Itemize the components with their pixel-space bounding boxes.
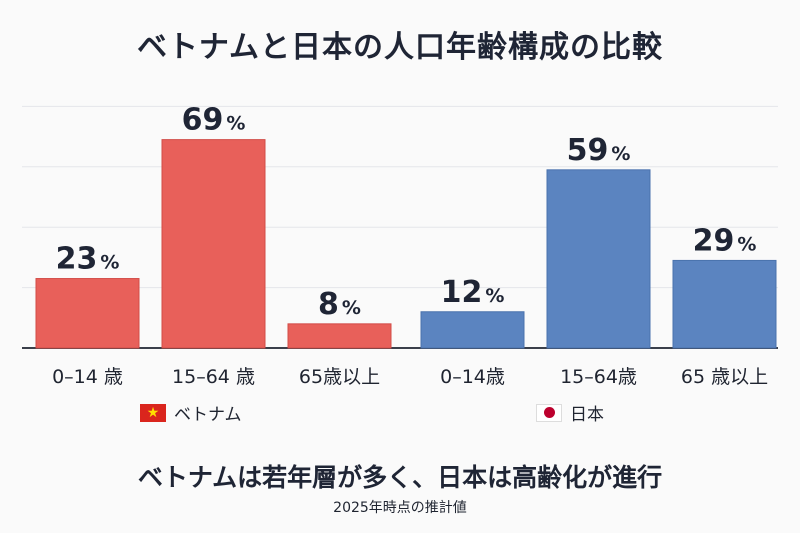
data-label-0-2: 8%: [318, 287, 361, 322]
chart-note: 2025年時点の推計値: [333, 500, 467, 516]
legend-vietnam: ★ ベトナム: [140, 400, 242, 425]
category-label-0-2: 65歳以上: [299, 366, 380, 388]
bar-0-0: [35, 278, 140, 349]
category-label-0-1: 15–64 歳: [172, 366, 255, 388]
japan-flag-icon: [536, 403, 562, 422]
category-label-0-0: 0–14 歳: [52, 366, 123, 388]
bars: [35, 139, 777, 349]
bar-1-1: [546, 169, 651, 349]
legend-japan: 日本: [536, 400, 604, 425]
bar-1-0: [420, 311, 525, 349]
data-label-1-1: 59%: [567, 133, 631, 168]
bar-0-1: [161, 139, 266, 349]
grid-lines: [22, 105, 778, 349]
data-label-0-1: 69%: [182, 103, 246, 138]
legend-label-japan: 日本: [570, 405, 604, 425]
vietnam-flag-icon: ★: [140, 403, 166, 422]
category-label-1-1: 15–64歳: [560, 366, 637, 388]
bar-1-2: [672, 259, 777, 349]
labels: 23 % 0–14 歳 69 % 15–64 歳 8 % 65歳以上 12 % 0–14歳 59 % 15–…: [52, 103, 768, 388]
category-label-1-0: 0–14歳: [440, 366, 505, 388]
legend-label-vietnam: ベトナム: [174, 405, 242, 425]
chart-subtitle: ベトナムは若年層が多く、日本は高齢化が進行: [137, 463, 663, 492]
data-label-0-0: 23%: [56, 242, 120, 277]
bar-0-2: [287, 323, 392, 349]
data-label-1-0: 12%: [441, 275, 505, 310]
category-label-1-2: 65 歳以上: [681, 366, 768, 388]
data-label-1-2: 29%: [693, 223, 757, 258]
chart-title: ベトナムと日本の人口年齢構成の比較: [136, 30, 664, 65]
